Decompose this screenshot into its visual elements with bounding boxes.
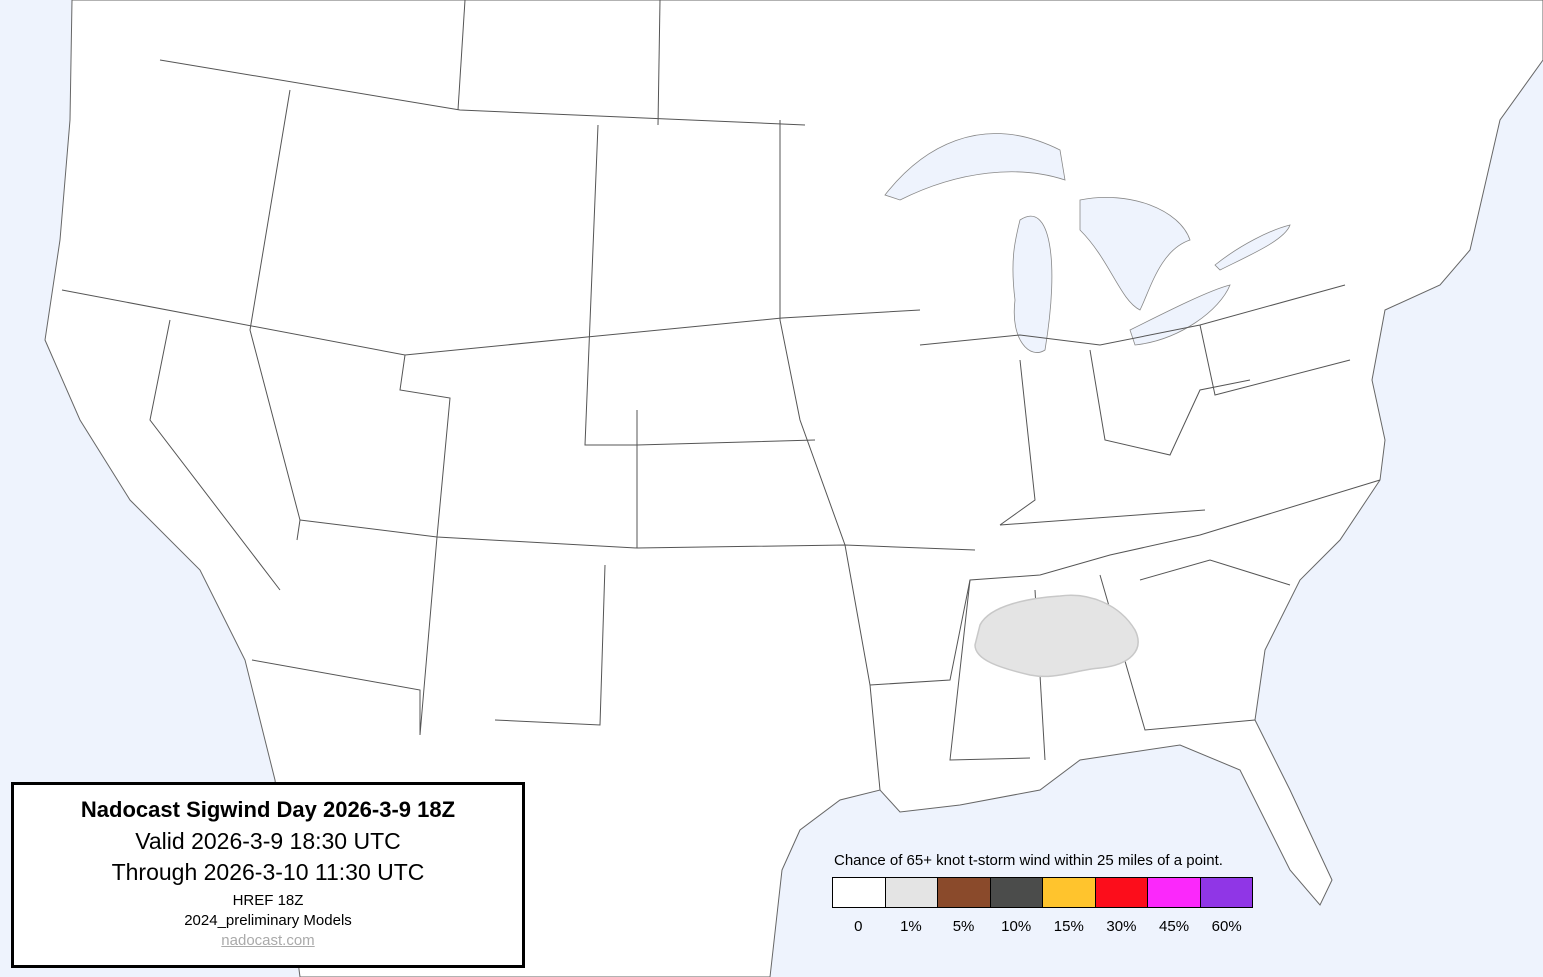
legend-label: 45% [1159,918,1190,935]
legend-swatch [938,878,991,907]
through-time: Through 2026-3-10 11:30 UTC [111,859,425,885]
legend-color-bar [832,877,1253,908]
model-run: HREF 18Z [232,892,304,909]
legend-swatch [1148,878,1201,907]
legend-label: 1% [900,918,922,935]
lakes [884,133,1291,353]
nadocast-link[interactable]: nadocast.com [221,932,315,949]
legend-swatch [833,878,886,907]
legend-swatch [1043,878,1096,907]
legend-swatch [885,878,938,907]
legend-label: 60% [1211,918,1242,935]
forecast-area-1pct [974,594,1139,678]
legend-swatch [990,878,1043,907]
forecast-title: Nadocast Sigwind Day 2026-3-9 18Z [80,797,456,822]
valid-time: Valid 2026-3-9 18:30 UTC [135,828,401,854]
legend-labels: 0 1% 5% 10% 15% 30% 45% 60% [832,918,1253,935]
legend-swatch [1095,878,1148,907]
legend-swatch [1200,878,1252,907]
models-version: 2024_preliminary Models [184,912,352,929]
legend-label: 30% [1106,918,1137,935]
legend-label: 0 [854,918,863,935]
probability-legend: Chance of 65+ knot t-storm wind within 2… [832,852,1272,935]
legend-label: 15% [1053,918,1084,935]
legend-caption: Chance of 65+ knot t-storm wind within 2… [834,852,1223,869]
forecast-info-box: Nadocast Sigwind Day 2026-3-9 18Z Valid … [11,782,525,968]
legend-label: 10% [1001,918,1032,935]
legend-label: 5% [952,918,975,935]
